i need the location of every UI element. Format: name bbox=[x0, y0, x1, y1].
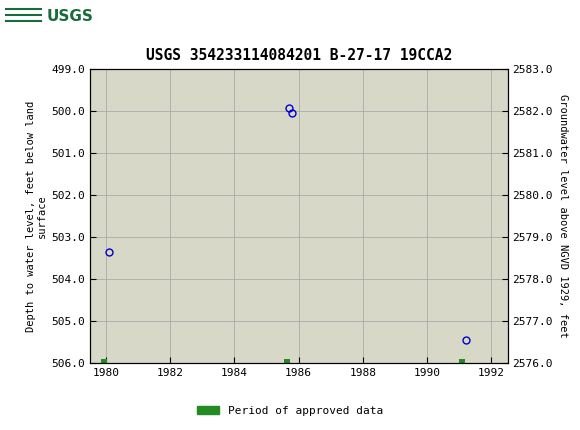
Y-axis label: Groundwater level above NGVD 1929, feet: Groundwater level above NGVD 1929, feet bbox=[559, 94, 568, 338]
Y-axis label: Depth to water level, feet below land
surface: Depth to water level, feet below land su… bbox=[26, 101, 47, 332]
Bar bbox=[459, 359, 465, 363]
Legend: Period of approved data: Period of approved data bbox=[193, 401, 387, 420]
Bar bbox=[284, 359, 290, 363]
Bar bbox=[3, 2, 107, 31]
Title: USGS 354233114084201 B-27-17 19CCA2: USGS 354233114084201 B-27-17 19CCA2 bbox=[146, 49, 452, 64]
Bar bbox=[101, 359, 107, 363]
Text: USGS: USGS bbox=[46, 9, 93, 24]
